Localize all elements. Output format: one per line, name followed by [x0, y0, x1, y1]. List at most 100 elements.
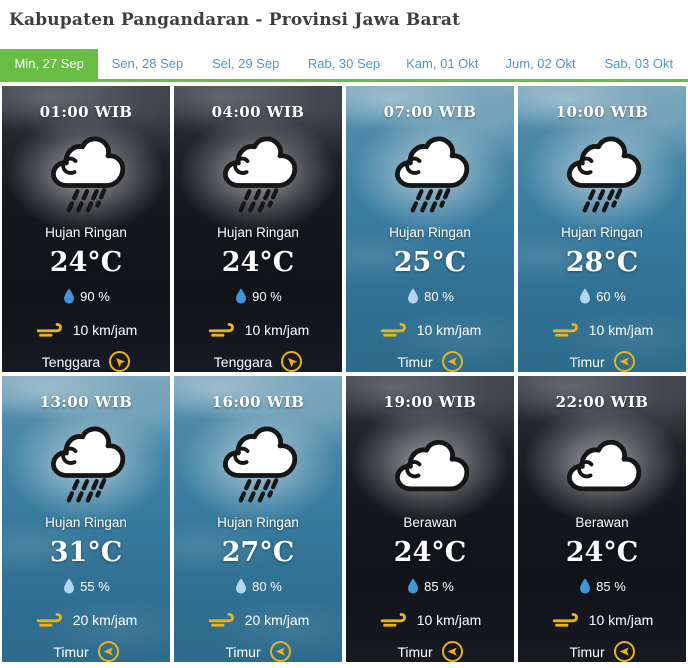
wind-row: 10 km/jam	[379, 320, 482, 340]
day-tabs: Min, 27 Sep Sen, 28 Sep Sel, 29 Sep Rab,…	[0, 49, 688, 82]
day-tab-label: Sel, 29 Sep	[212, 56, 280, 71]
temperature-value: 24°C	[565, 537, 639, 568]
temperature-value: 24°C	[393, 537, 467, 568]
weather-icon-area	[518, 114, 686, 234]
day-tab[interactable]: Sel, 29 Sep	[197, 49, 295, 79]
day-tab[interactable]: Min, 27 Sep	[0, 49, 99, 79]
wind-direction-row: Timur	[569, 641, 635, 662]
wind-direction-icon	[97, 641, 119, 662]
humidity-row: 90 %	[234, 287, 282, 305]
humidity-drop-icon	[236, 288, 247, 304]
humidity-value: 85 %	[424, 578, 454, 594]
wind-direction-row: Timur	[397, 351, 463, 372]
humidity-row: 80 %	[234, 577, 282, 595]
wind-icon	[208, 322, 234, 337]
wind-row: 20 km/jam	[35, 610, 138, 630]
wind-speed-value: 10 km/jam	[416, 322, 482, 338]
wind-row: 10 km/jam	[379, 610, 482, 630]
humidity-drop-icon	[236, 578, 247, 594]
cloud-icon	[395, 439, 470, 492]
wind-speed-value: 10 km/jam	[72, 322, 138, 338]
humidity-value: 60 %	[596, 288, 626, 304]
wind-direction-label: Timur	[397, 643, 433, 660]
wind-direction-label: Timur	[569, 643, 605, 660]
wind-direction-label: Tenggara	[41, 353, 101, 370]
day-tab-label: Min, 27 Sep	[14, 56, 84, 71]
humidity-value: 55 %	[80, 578, 110, 594]
humidity-row: 55 %	[62, 577, 110, 595]
forecast-card: 04:00 WIB Hujan Ringan 24°C	[174, 86, 342, 372]
rain-cloud-icon	[395, 136, 470, 213]
wind-icon	[36, 612, 62, 627]
wind-speed-value: 10 km/jam	[588, 322, 654, 338]
weather-icon-area	[518, 404, 686, 524]
day-tab-label: Kam, 01 Okt	[406, 56, 479, 71]
forecast-card: 01:00 WIB Hujan Ringan 24°C	[2, 86, 170, 372]
wind-icon	[380, 322, 406, 337]
wind-speed-value: 20 km/jam	[72, 612, 138, 628]
humidity-value: 80 %	[252, 578, 282, 594]
wind-direction-icon	[109, 351, 131, 372]
day-tab[interactable]: Sen, 28 Sep	[98, 49, 196, 79]
wind-direction-icon	[281, 351, 303, 372]
forecast-card: 07:00 WIB Hujan Ringan 25°C	[346, 86, 514, 372]
day-tab-label: Jum, 02 Okt	[505, 56, 576, 71]
wind-speed-value: 10 km/jam	[416, 612, 482, 628]
weather-icon-area	[346, 404, 514, 524]
humidity-drop-icon	[408, 578, 419, 594]
forecast-card: 13:00 WIB Hujan Ringan 31°C	[2, 376, 170, 662]
day-tab-label: Sab, 03 Okt	[604, 56, 674, 71]
wind-direction-icon	[441, 351, 463, 372]
wind-direction-icon	[613, 351, 635, 372]
humidity-drop-icon	[580, 288, 591, 304]
wind-icon	[552, 322, 578, 337]
humidity-drop-icon	[64, 578, 75, 594]
rain-cloud-icon	[51, 136, 126, 213]
forecast-card: 19:00 WIB Berawan 24°C	[346, 376, 514, 662]
forecast-grid: 01:00 WIB Hujan Ringan 24°C	[0, 86, 688, 662]
wind-speed-value: 20 km/jam	[244, 612, 310, 628]
wind-row: 10 km/jam	[35, 320, 138, 340]
weather-icon-area	[174, 114, 342, 234]
humidity-drop-icon	[580, 578, 591, 594]
wind-direction-icon	[441, 641, 463, 662]
humidity-drop-icon	[64, 288, 75, 304]
day-tab[interactable]: Sab, 03 Okt	[590, 49, 688, 79]
wind-row: 10 km/jam	[551, 320, 654, 340]
wind-direction-row: Timur	[53, 641, 119, 662]
humidity-value: 90 %	[80, 288, 110, 304]
day-tab[interactable]: Jum, 02 Okt	[491, 49, 589, 79]
rain-cloud-icon	[567, 136, 642, 213]
temperature-value: 25°C	[393, 247, 467, 278]
wind-direction-row: Tenggara	[41, 351, 131, 372]
temperature-value: 31°C	[49, 537, 123, 568]
rain-cloud-icon	[51, 426, 126, 503]
day-tab[interactable]: Kam, 01 Okt	[393, 49, 491, 79]
wind-direction-label: Timur	[53, 643, 89, 660]
day-tab[interactable]: Rab, 30 Sep	[295, 49, 393, 79]
cloud-icon	[567, 439, 642, 492]
forecast-card: 10:00 WIB Hujan Ringan 28°C	[518, 86, 686, 372]
forecast-card: 22:00 WIB Berawan 24°C	[518, 376, 686, 662]
wind-row: 10 km/jam	[551, 610, 654, 630]
wind-direction-icon	[613, 641, 635, 662]
humidity-value: 85 %	[596, 578, 626, 594]
page-title: Kabupaten Pangandaran - Provinsi Jawa Ba…	[9, 10, 461, 30]
rain-cloud-icon	[223, 426, 298, 503]
humidity-row: 90 %	[62, 287, 110, 305]
wind-direction-icon	[269, 641, 291, 662]
wind-icon	[208, 612, 234, 627]
day-tab-label: Sen, 28 Sep	[111, 56, 184, 71]
humidity-drop-icon	[408, 288, 419, 304]
wind-direction-row: Timur	[397, 641, 463, 662]
wind-row: 20 km/jam	[207, 610, 310, 630]
wind-speed-value: 10 km/jam	[588, 612, 654, 628]
temperature-value: 24°C	[49, 247, 123, 278]
weather-icon-area	[174, 404, 342, 524]
humidity-row: 80 %	[406, 287, 454, 305]
temperature-value: 28°C	[565, 247, 639, 278]
humidity-value: 80 %	[424, 288, 454, 304]
weather-icon-area	[2, 114, 170, 234]
wind-icon	[552, 612, 578, 627]
